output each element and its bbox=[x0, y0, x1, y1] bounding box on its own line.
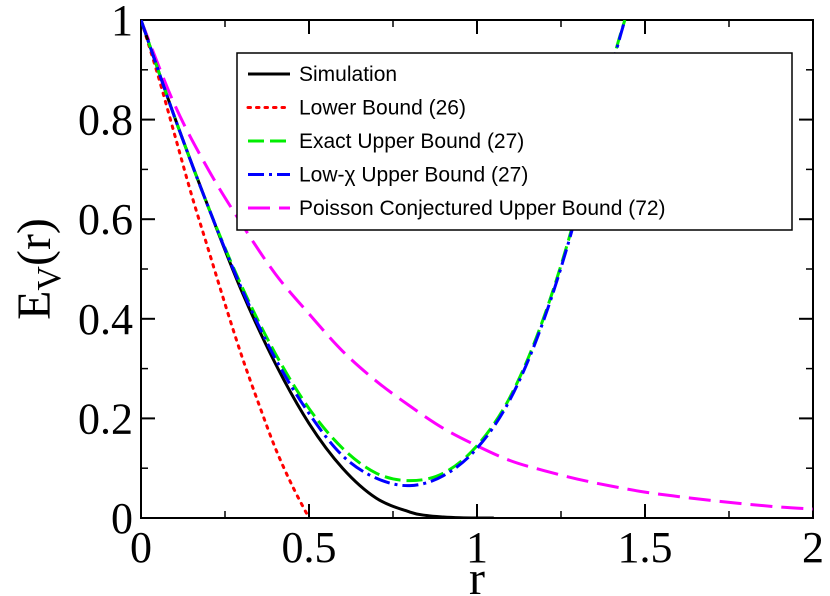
series-line-2 bbox=[141, 20, 627, 483]
y-tick-label: 0.8 bbox=[78, 96, 133, 145]
x-tick-label: 0.5 bbox=[282, 523, 337, 572]
legend-label: Simulation bbox=[299, 63, 397, 86]
series-line-3 bbox=[141, 20, 627, 488]
y-axis-title-main: E bbox=[8, 291, 61, 320]
x-tick-label: 1 bbox=[466, 523, 488, 572]
legend-label: Lower Bound (26) bbox=[299, 97, 466, 120]
y-axis-title-tail: (r) bbox=[8, 218, 61, 266]
y-tick-label: 0 bbox=[111, 494, 133, 543]
y-tick-label: 1 bbox=[111, 0, 133, 45]
y-tick-label: 0.4 bbox=[78, 295, 133, 344]
svg-text:EV(r): EV(r) bbox=[8, 218, 68, 320]
ticks bbox=[140, 19, 814, 519]
legend: Simulation Lower Bound (26) Exact Upper Bo… bbox=[236, 52, 793, 231]
legend-box bbox=[236, 52, 793, 231]
x-axis-title: r bbox=[469, 552, 485, 596]
legend-label: Exact Upper Bound (27) bbox=[299, 130, 524, 153]
x-tick-label: 2 bbox=[802, 523, 824, 572]
legend-label: Poisson Conjectured Upper Bound (72) bbox=[299, 197, 666, 220]
y-axis-title: EV(r) bbox=[8, 218, 68, 320]
y-tick-label: 0.2 bbox=[78, 394, 133, 443]
tick-labels: 0 0.5 1 1.5 2 0 0.2 0.4 0.6 0.8 1 bbox=[78, 0, 824, 572]
legend-label: Low-χ Upper Bound (27) bbox=[299, 164, 528, 187]
x-tick-label: 0 bbox=[130, 523, 152, 572]
y-tick-label: 0.6 bbox=[78, 195, 133, 244]
x-tick-label: 1.5 bbox=[618, 523, 673, 572]
y-axis-title-sub: V bbox=[31, 266, 68, 291]
series-line-1 bbox=[141, 20, 311, 518]
